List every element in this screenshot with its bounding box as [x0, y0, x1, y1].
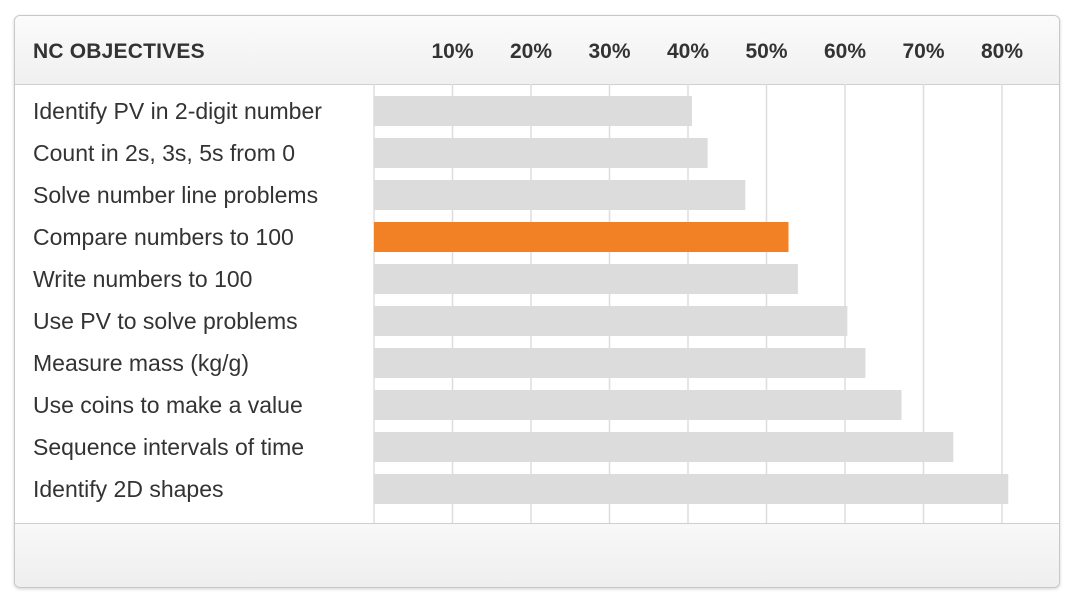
category-label: Identify PV in 2-digit number	[33, 98, 322, 124]
bar	[374, 306, 848, 336]
bar-chart	[373, 84, 1009, 523]
category-label: Solve number line problems	[33, 182, 319, 208]
header-title: NC OBJECTIVES	[33, 40, 205, 63]
bar	[374, 390, 902, 420]
x-tick-label: 20%	[509, 40, 553, 63]
x-tick-label: 70%	[902, 40, 945, 63]
bar	[374, 96, 692, 126]
chart-card: NC OBJECTIVES 10% 20% 30% 40% 50% 60% 70% 80% I…	[14, 15, 1060, 588]
x-tick-label: 10%	[431, 40, 474, 63]
category-label: Count in 2s, 3s, 5s from 0	[33, 140, 296, 166]
category-label: Use coins to make a value	[33, 392, 303, 418]
bar	[374, 264, 798, 294]
category-label: Compare numbers to 100	[33, 224, 294, 250]
bar	[374, 432, 954, 462]
chart-header: NC OBJECTIVES 10% 20% 30% 40% 50% 60% 70% 80%	[15, 16, 1059, 85]
x-tick-label: 30%	[588, 40, 631, 63]
category-label: Measure mass (kg/g)	[33, 350, 250, 376]
chart-footer	[15, 523, 1059, 587]
bar-highlighted	[374, 222, 789, 252]
bar	[374, 474, 1009, 504]
bar	[374, 138, 708, 168]
bar	[374, 180, 746, 210]
x-tick-label: 60%	[823, 40, 867, 63]
category-label: Sequence intervals of time	[33, 434, 305, 460]
x-tick-label: 50%	[745, 40, 788, 63]
x-tick-label: 80%	[980, 40, 1024, 63]
category-label: Identify 2D shapes	[33, 476, 224, 502]
category-label: Write numbers to 100	[33, 266, 253, 292]
x-tick-label: 40%	[666, 40, 710, 63]
bar	[374, 348, 866, 378]
category-label: Use PV to solve problems	[33, 308, 298, 334]
